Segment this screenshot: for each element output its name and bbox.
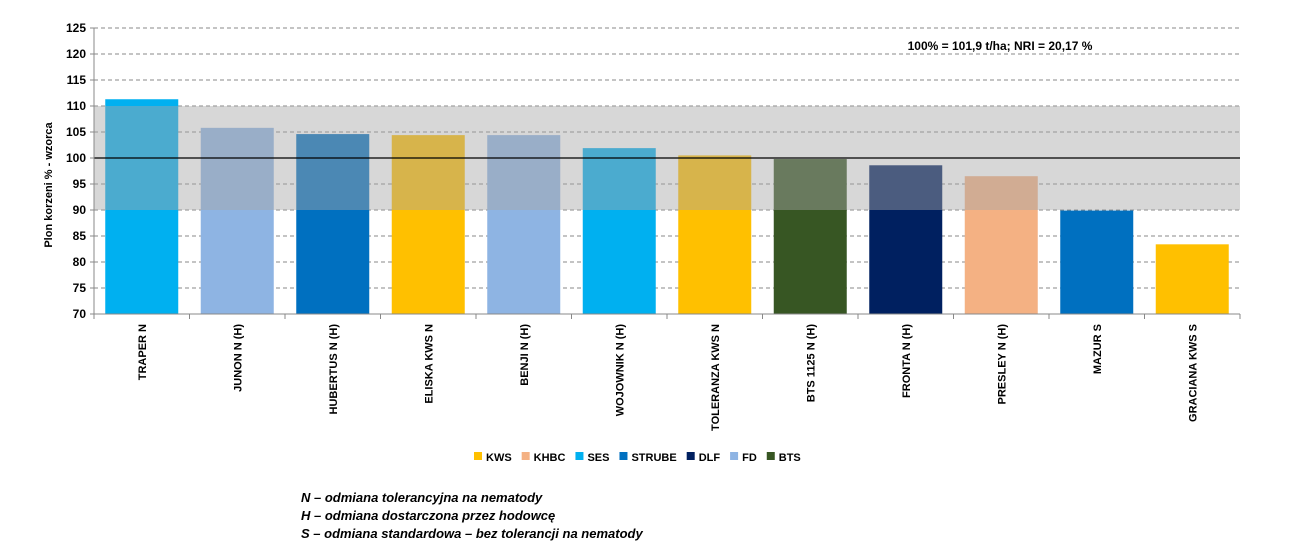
legend-item: STRUBE	[619, 452, 677, 464]
legend-label: SES	[587, 452, 609, 464]
bar	[678, 155, 752, 314]
bar	[582, 148, 656, 314]
x-tick-label: BENJI N (H)	[519, 324, 531, 386]
legend-item: DLF	[686, 452, 721, 464]
legend-swatch	[766, 452, 775, 460]
y-tick-label: 75	[73, 281, 87, 295]
bar	[869, 165, 943, 314]
legend-item: SES	[575, 452, 609, 464]
y-tick-label: 115	[67, 73, 87, 87]
gridlines	[94, 27, 1240, 289]
y-tick-label: 95	[73, 177, 87, 191]
axes	[90, 27, 1241, 319]
bars	[105, 99, 1229, 315]
bar	[1155, 244, 1229, 314]
x-tick-label: WOJOWNIK N (H)	[614, 324, 626, 417]
y-tick-label: 90	[73, 203, 87, 217]
bar	[773, 159, 847, 314]
legend-label: DLF	[699, 452, 721, 464]
x-tick-label: TOLERANZA KWS N	[710, 324, 722, 431]
legend: KWS KHBC SES STRUBE DLF FD BTS	[474, 452, 801, 464]
legend-label: KHBC	[534, 452, 566, 464]
legend-swatch	[730, 452, 739, 460]
x-tick-label: FRONTA N (H)	[901, 324, 913, 398]
footnote-h: H – odmiana dostarczona przez hodowcę	[301, 508, 556, 523]
y-tick-label: 125	[66, 21, 86, 35]
legend-swatch	[575, 452, 584, 460]
legend-swatch	[474, 452, 482, 460]
bar	[105, 99, 179, 315]
x-tick-label: TRAPER N	[137, 324, 149, 380]
bar	[1060, 210, 1134, 314]
y-tick-label: 70	[73, 307, 87, 321]
y-tick-label: 120	[66, 47, 86, 61]
y-axis-label: Plon korzeni % - wzorca	[43, 121, 55, 247]
bar	[296, 134, 370, 314]
chart-annotation: 100% = 101,9 t/ha; NRI = 20,17 %	[908, 39, 1093, 53]
reference-band	[94, 106, 1240, 210]
x-tick-label: JUNON N (H)	[232, 324, 244, 392]
legend-label: KWS	[486, 452, 512, 464]
x-tick-label: GRACIANA KWS S	[1187, 324, 1199, 422]
footnotes: N – odmiana tolerancyjna na nematody H –…	[301, 489, 643, 543]
x-tick-label: BTS 1125 N (H)	[805, 324, 817, 403]
legend-item: KWS	[474, 452, 512, 464]
x-tick-labels: TRAPER N JUNON N (H) HUBERTUS N (H) ELISKA …	[137, 324, 1200, 431]
legend-swatch	[619, 452, 628, 460]
y-tick-label: 80	[73, 255, 87, 269]
y-tick-label: 100	[66, 151, 86, 165]
bar	[391, 135, 465, 314]
legend-item: KHBC	[521, 452, 566, 464]
legend-label: BTS	[779, 452, 801, 464]
y-tick-label: 85	[73, 229, 87, 243]
legend-swatch	[686, 452, 695, 460]
y-tick-label: 105	[66, 125, 86, 139]
bar	[964, 176, 1038, 314]
bar	[487, 135, 561, 314]
legend-swatch	[521, 452, 530, 460]
y-tick-label: 110	[67, 99, 87, 113]
x-tick-label: HUBERTUS N (H)	[328, 324, 340, 415]
legend-label: STRUBE	[631, 452, 676, 464]
y-tick-labels: 70 75 80 85 90 95 100 105 110 115 120 125	[66, 21, 86, 321]
x-tick-label: MAZUR S	[1092, 324, 1104, 374]
footnote-n: N – odmiana tolerancyjna na nematody	[301, 490, 543, 505]
x-tick-label: ELISKA KWS N	[423, 324, 435, 404]
legend-item: BTS	[766, 452, 801, 464]
legend-label: FD	[742, 452, 757, 464]
footnote-s: S – odmiana standardowa – bez tolerancji…	[301, 526, 643, 541]
legend-item: FD	[730, 452, 757, 464]
x-tick-label: PRESLEY N (H)	[996, 324, 1008, 405]
bar	[200, 127, 274, 314]
